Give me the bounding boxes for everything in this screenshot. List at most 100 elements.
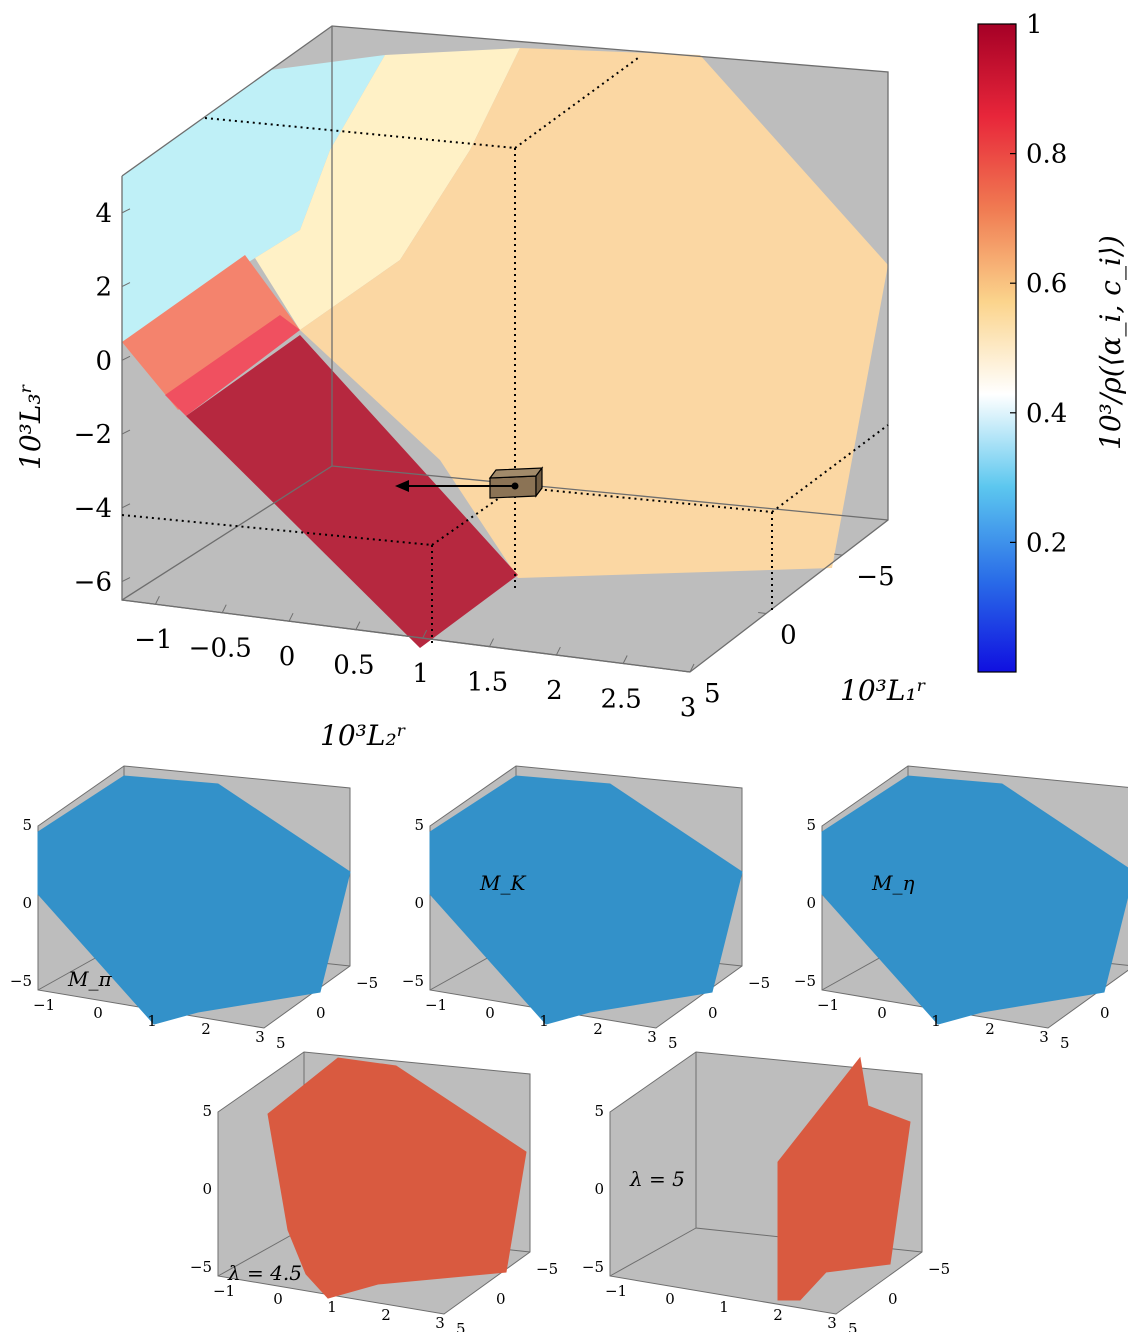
small-x-tick-label: 2	[201, 1020, 211, 1038]
region-salmon	[122, 255, 300, 410]
small-x-tick-label: 3	[647, 1028, 657, 1046]
small-panel-label: M_η	[871, 871, 914, 895]
small-panel-label: λ = 5	[629, 1167, 685, 1191]
small-z-tick-label: 5	[202, 1102, 212, 1120]
small-x-tick-label: 2	[381, 1306, 391, 1324]
x-tick-label: 3	[680, 693, 697, 723]
colorbar-ticks: 1 0.8 0.6 0.4 0.2	[1010, 10, 1067, 558]
small-x-tick-label: −1	[213, 1282, 235, 1300]
small-y-tick-label: 0	[708, 1004, 718, 1022]
z-tick-mark	[121, 208, 131, 214]
small-region	[267, 1057, 527, 1299]
small-y-tick-label: 0	[888, 1290, 898, 1308]
y-tick-label: −5	[856, 562, 894, 592]
small-x-tick-label: 0	[485, 1004, 495, 1022]
y-tick-label: 0	[780, 621, 797, 651]
small-x-tick-label: 3	[1039, 1028, 1049, 1046]
region-red-band	[165, 315, 300, 416]
z-tick-mark	[121, 503, 131, 509]
z-tick-mark	[121, 577, 131, 583]
x-tick-mark	[489, 638, 494, 647]
small-x-tick-label: 2	[593, 1020, 603, 1038]
y-tick-mark	[681, 670, 691, 673]
z-tick-label: −4	[74, 494, 112, 524]
colorbar-tick-label: 0.2	[1026, 528, 1067, 558]
x-tick-mark	[555, 646, 561, 656]
x-tick-label: 1	[412, 659, 429, 689]
small-z-tick-label: −5	[190, 1258, 212, 1276]
small-region	[777, 1056, 911, 1301]
small-x-tick-label: 3	[255, 1028, 265, 1046]
z-tick-mark	[121, 282, 131, 288]
small-box-edge	[609, 1227, 697, 1277]
colorbar-label: 10³/ρ(⟨α_i, c_i⟩)	[1094, 235, 1127, 450]
small-x-tick-label: 2	[985, 1020, 995, 1038]
small-y-tick-label: 0	[1100, 1004, 1110, 1022]
x-tick-mark	[288, 612, 294, 622]
small-y-tick-label: −5	[536, 1260, 558, 1278]
x-tick-label: 2	[546, 676, 563, 706]
arrow-head	[395, 480, 409, 492]
colorbar-tick-label: 0.4	[1026, 399, 1067, 429]
small-z-tick-label: 5	[414, 816, 424, 834]
small-z-tick-label: 0	[594, 1180, 604, 1198]
main-y-ticks: −5 0 5	[681, 553, 895, 709]
small-y-tick-label: 5	[456, 1320, 466, 1332]
small-y-tick-label: −5	[356, 974, 378, 992]
x-tick-mark	[422, 629, 428, 639]
small-z-tick-label: −5	[794, 972, 816, 990]
z-tick-label: −2	[74, 420, 112, 450]
x-tick-label: −1	[134, 625, 172, 655]
x-tick-mark	[154, 596, 160, 605]
z-tick-mark	[121, 355, 131, 361]
small-y-tick-label: 0	[496, 1290, 506, 1308]
small-x-tick-label: 1	[327, 1298, 337, 1316]
small-x-tick-label: 0	[877, 1004, 887, 1022]
small-y-tick-label: −5	[928, 1260, 950, 1278]
small-y-tick-label: 0	[316, 1004, 326, 1022]
small-x-tick-label: −1	[817, 996, 839, 1014]
small-y-tick-label: −5	[748, 974, 770, 992]
region-orange	[300, 48, 888, 578]
y-tick-label: 5	[704, 679, 721, 709]
small-y-tick-label: 5	[276, 1034, 286, 1052]
small-x-tick-label: 3	[435, 1314, 445, 1332]
small-x-tick-label: −1	[33, 996, 55, 1014]
small-x-tick-label: 0	[273, 1290, 283, 1308]
x-tick-mark	[221, 604, 227, 613]
small-region	[37, 775, 351, 1025]
small-z-tick-label: 5	[806, 816, 816, 834]
box-edges	[121, 25, 889, 673]
small-x-tick-label: −1	[425, 996, 447, 1014]
x-tick-mark	[622, 655, 628, 664]
small-y-tick-label: 5	[668, 1034, 678, 1052]
small-x-tick-label: 2	[773, 1306, 783, 1324]
small-panel-label: λ = 4.5	[227, 1261, 302, 1285]
y-tick-mark	[834, 553, 843, 556]
x-tick-label: 0	[279, 642, 296, 672]
x-tick-label: 2.5	[600, 685, 641, 715]
small-x-tick-label: −1	[605, 1282, 627, 1300]
small-x-tick-label: 0	[93, 1004, 103, 1022]
colorbar: 1 0.8 0.6 0.4 0.2 10³/ρ(⟨α_i, c_i⟩)	[977, 10, 1127, 673]
z-tick-label: −6	[74, 568, 112, 598]
small-panel-label: M_K	[479, 871, 526, 895]
small-y-tick-label: 5	[1060, 1034, 1070, 1052]
small-x-tick-label: 1	[719, 1298, 729, 1316]
marker-point	[511, 482, 519, 490]
small-y-tick-label: 5	[848, 1320, 858, 1332]
z-tick-label: 0	[95, 346, 112, 376]
colorbar-rect	[977, 23, 1017, 673]
x-tick-mark	[355, 621, 361, 630]
region-dark-red	[186, 335, 518, 648]
small-z-tick-label: −5	[10, 972, 32, 990]
x-tick-label: 0.5	[333, 651, 374, 681]
colorbar-tick-label: 0.8	[1026, 140, 1067, 170]
small-x-tick-label: 3	[827, 1314, 837, 1332]
z-tick-label: 4	[95, 199, 112, 229]
x-tick-label: 1.5	[467, 668, 508, 698]
